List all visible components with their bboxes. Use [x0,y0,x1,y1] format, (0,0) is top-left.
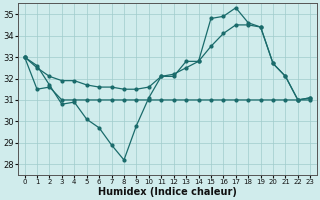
X-axis label: Humidex (Indice chaleur): Humidex (Indice chaleur) [98,187,237,197]
